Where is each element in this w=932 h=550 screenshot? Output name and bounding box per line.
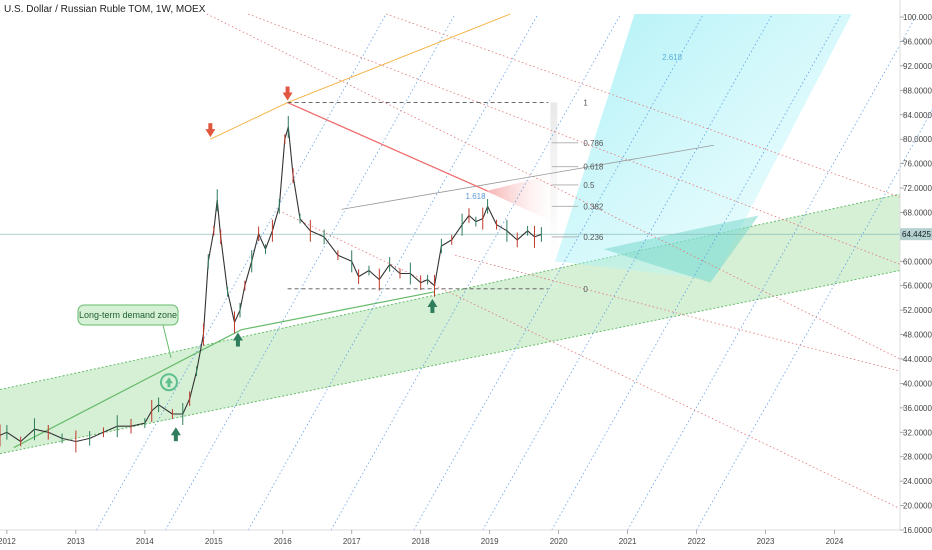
up-arrow-stem xyxy=(235,339,240,347)
x-tick-label: 2018 xyxy=(412,537,430,546)
price-line xyxy=(0,126,542,443)
up-arrow-stem xyxy=(430,305,435,313)
demand-trendline-2 xyxy=(241,291,435,331)
down-arrow-stem xyxy=(208,123,213,131)
y-tick-label: 92.0000 xyxy=(903,62,932,71)
x-tick-label: 2013 xyxy=(67,537,85,546)
x-tick-label: 2015 xyxy=(205,537,223,546)
y-tick-label: 52.0000 xyxy=(903,306,932,315)
chart-title: U.S. Dollar / Russian Ruble TOM, 1W, MOE… xyxy=(4,4,206,15)
down-arrow-stem xyxy=(285,86,290,94)
fan-line-blue-6 xyxy=(551,13,842,531)
y-tick-label: 36.0000 xyxy=(903,404,932,413)
y-tick-label: 40.0000 xyxy=(903,379,932,388)
y-tick-label: 32.0000 xyxy=(903,428,932,437)
y-tick-label: 60.0000 xyxy=(903,257,932,266)
fib-level-label: 1 xyxy=(583,99,588,108)
x-tick-label: 2014 xyxy=(136,537,154,546)
demand-zone-lower-edge xyxy=(0,269,901,455)
fib-level-label: 0.5 xyxy=(583,181,595,190)
x-tick-label: 2019 xyxy=(481,537,499,546)
downtrend-cone xyxy=(486,172,559,225)
fan-line-red-0 xyxy=(248,13,901,265)
up-arrow-icon xyxy=(427,298,438,307)
y-tick-label: 76.0000 xyxy=(903,160,932,169)
orange-projection xyxy=(287,13,511,103)
circled-up-arrow-stem xyxy=(167,382,171,388)
x-tick-label: 2012 xyxy=(0,537,16,546)
x-tick-label: 2022 xyxy=(688,537,706,546)
fib-extension-label: 2.618 xyxy=(662,53,683,62)
fan-line-red-4 xyxy=(455,254,901,372)
circled-up-arrow-glyph xyxy=(164,377,173,384)
fan-line-red-2 xyxy=(206,13,901,360)
projection-overlap-zone xyxy=(603,215,759,283)
circled-up-arrow-icon xyxy=(159,373,178,392)
up-arrow-icon xyxy=(232,332,243,341)
x-tick-label: 2016 xyxy=(274,537,292,546)
rising-channel-line xyxy=(341,144,714,210)
current-price-badge xyxy=(900,228,932,241)
demand-trendline xyxy=(13,329,242,449)
x-tick-label: 2020 xyxy=(550,537,568,546)
callout-pointer xyxy=(162,324,172,358)
y-tick-label: 20.0000 xyxy=(903,502,932,511)
fan-line-blue-3 xyxy=(330,13,622,531)
fib-level-label: 0.786 xyxy=(583,139,604,148)
fan-line-blue-7 xyxy=(627,13,918,531)
x-tick-label: 2024 xyxy=(826,537,844,546)
y-tick-label: 80.0000 xyxy=(903,135,932,144)
down-arrow-icon xyxy=(282,92,293,101)
y-tick-label: 72.0000 xyxy=(903,184,932,193)
downtrend-line xyxy=(287,101,488,192)
fan-line-blue-2 xyxy=(247,13,539,531)
y-tick-label: 84.0000 xyxy=(903,111,932,120)
up-arrow-stem xyxy=(173,434,178,442)
fan-line-blue-1 xyxy=(165,13,456,531)
demand-zone-callout xyxy=(77,304,179,326)
x-tick-label: 2021 xyxy=(619,537,637,546)
y-tick-label: 88.0000 xyxy=(903,86,932,95)
fib-level-label: 0.236 xyxy=(583,233,604,242)
x-tick-label: 2017 xyxy=(343,537,361,546)
fan-line-blue-4 xyxy=(413,13,704,531)
fib-extension-label: 1.618 xyxy=(466,192,487,201)
y-tick-label: 56.0000 xyxy=(903,282,932,291)
y-tick-label: 16.0000 xyxy=(903,526,932,535)
fib-level-label: 0.618 xyxy=(583,163,604,172)
fib-range-bar xyxy=(550,102,558,289)
fan-line-blue-0 xyxy=(96,13,387,531)
x-tick-label: 2023 xyxy=(757,537,775,546)
y-tick-label: 28.0000 xyxy=(903,453,932,462)
y-tick-label: 44.0000 xyxy=(903,355,932,364)
y-tick-label: 68.0000 xyxy=(903,208,932,217)
up-arrow-icon xyxy=(170,427,181,436)
y-tick-label: 24.0000 xyxy=(903,477,932,486)
demand-zone-upper-edge xyxy=(0,193,901,391)
fan-line-blue-5 xyxy=(482,13,773,531)
fan-line-red-1 xyxy=(386,13,901,198)
demand-zone-label: Long-term demand zone xyxy=(79,310,177,320)
y-tick-label: 100.0000 xyxy=(903,13,932,22)
y-tick-label: 96.0000 xyxy=(903,37,932,46)
orange-connector xyxy=(210,102,288,140)
fib-level-label: 0 xyxy=(583,285,588,294)
down-arrow-icon xyxy=(205,129,216,138)
fib-level-label: 0.382 xyxy=(583,202,604,211)
current-price-label: 64.4425 xyxy=(902,230,931,239)
y-tick-label: 48.0000 xyxy=(903,331,932,340)
